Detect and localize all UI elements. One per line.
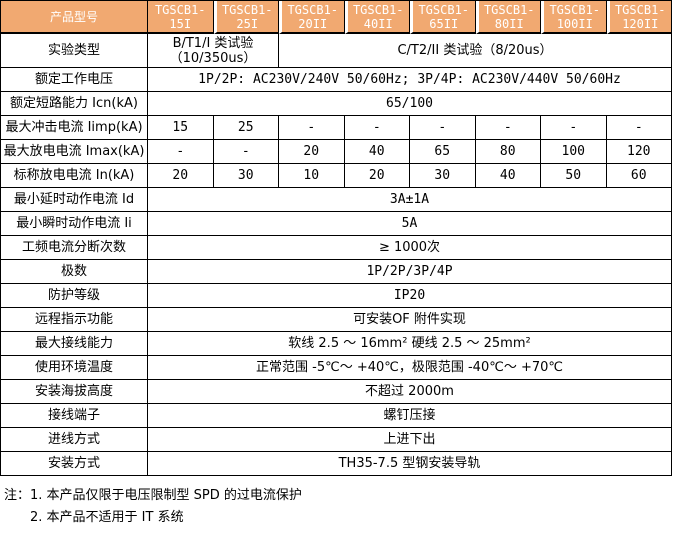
value-remote: 可安装OF 附件实现	[148, 308, 672, 332]
row-label-test-type: 实验类型	[1, 34, 148, 68]
value-in-65II: 30	[410, 164, 476, 188]
value-iimp-80II: -	[475, 116, 541, 140]
row-label-freq: 工频电流分断次数	[1, 236, 148, 260]
column-header-model-25I: TGSCB1-25I	[213, 1, 279, 34]
value-in-15I: 20	[148, 164, 214, 188]
value-imax-80II: 80	[475, 140, 541, 164]
row-label-remote: 远程指示功能	[1, 308, 148, 332]
value-iimp-25I: 25	[213, 116, 279, 140]
value-imax-120II: 120	[606, 140, 672, 164]
column-header-model-120II: TGSCB1-120II	[606, 1, 672, 34]
value-in-100II: 50	[541, 164, 607, 188]
value-iimp-40II: -	[344, 116, 410, 140]
value-inlet: 上进下出	[148, 428, 672, 452]
header-product-model-label: 产品型号	[1, 1, 148, 34]
value-altitude: 不超过 2000m	[148, 380, 672, 404]
row-label-wire: 最大接线能力	[1, 332, 148, 356]
row-label-in: 标称放电电流 In(kA)	[1, 164, 148, 188]
value-icn: 65/100	[148, 92, 672, 116]
value-poles: 1P/2P/3P/4P	[148, 260, 672, 284]
value-voltage: 1P/2P: AC230V/240V 50/60Hz; 3P/4P: AC230…	[148, 68, 672, 92]
value-imax-20II: 20	[279, 140, 345, 164]
value-in-20II: 10	[279, 164, 345, 188]
row-label-iimp: 最大冲击电流 Iimp(kA)	[1, 116, 148, 140]
value-freq: ≥ 1000次	[148, 236, 672, 260]
row-label-mount: 安装方式	[1, 452, 148, 476]
value-terminal: 螺钉压接	[148, 404, 672, 428]
value-temp: 正常范围 -5℃～ +40℃，极限范围 -40℃～ +70℃	[148, 356, 672, 380]
row-label-temp: 使用环境温度	[1, 356, 148, 380]
value-in-25I: 30	[213, 164, 279, 188]
value-iimp-65II: -	[410, 116, 476, 140]
spec-table: 产品型号 TGSCB1-15I TGSCB1-25I TGSCB1-20II T…	[0, 0, 672, 476]
note-line-2: 2. 本产品不适用于 IT 系统	[30, 510, 184, 525]
value-imax-25I: -	[213, 140, 279, 164]
value-ii: 5A	[148, 212, 672, 236]
row-label-poles: 极数	[1, 260, 148, 284]
value-test-type-b-class: B/T1/I 类试验（10/350us）	[148, 34, 279, 68]
column-header-model-20II: TGSCB1-20II	[279, 1, 345, 34]
value-imax-65II: 65	[410, 140, 476, 164]
row-label-terminal: 接线端子	[1, 404, 148, 428]
value-test-type-c-class: C/T2/II 类试验（8/20us）	[279, 34, 672, 68]
row-label-ii: 最小瞬时动作电流 Ii	[1, 212, 148, 236]
row-label-voltage: 额定工作电压	[1, 68, 148, 92]
row-label-ip: 防护等级	[1, 284, 148, 308]
row-label-id: 最小延时动作电流 Id	[1, 188, 148, 212]
row-label-inlet: 进线方式	[1, 428, 148, 452]
value-imax-100II: 100	[541, 140, 607, 164]
note-line-1: 注：1. 本产品仅限于电压限制型 SPD 的过电流保护	[4, 488, 302, 503]
column-header-model-65II: TGSCB1-65II	[410, 1, 476, 34]
row-label-icn: 额定短路能力 Icn(kA)	[1, 92, 148, 116]
footnotes: 注：1. 本产品仅限于电压限制型 SPD 的过电流保护 2. 本产品不适用于 I…	[0, 485, 673, 529]
row-label-imax: 最大放电电流 Imax(kA)	[1, 140, 148, 164]
value-iimp-15I: 15	[148, 116, 214, 140]
value-mount: TH35-7.5 型钢安装导轨	[148, 452, 672, 476]
value-wire: 软线 2.5 ～ 16mm² 硬线 2.5 ～ 25mm²	[148, 332, 672, 356]
value-iimp-20II: -	[279, 116, 345, 140]
column-header-model-40II: TGSCB1-40II	[344, 1, 410, 34]
column-header-model-15I: TGSCB1-15I	[148, 1, 214, 34]
row-label-altitude: 安装海拔高度	[1, 380, 148, 404]
value-id: 3A±1A	[148, 188, 672, 212]
value-in-40II: 20	[344, 164, 410, 188]
value-iimp-100II: -	[541, 116, 607, 140]
value-in-80II: 40	[475, 164, 541, 188]
value-imax-15I: -	[148, 140, 214, 164]
value-iimp-120II: -	[606, 116, 672, 140]
column-header-model-80II: TGSCB1-80II	[475, 1, 541, 34]
column-header-model-100II: TGSCB1-100II	[541, 1, 607, 34]
value-imax-40II: 40	[344, 140, 410, 164]
value-in-120II: 60	[606, 164, 672, 188]
value-ip: IP20	[148, 284, 672, 308]
